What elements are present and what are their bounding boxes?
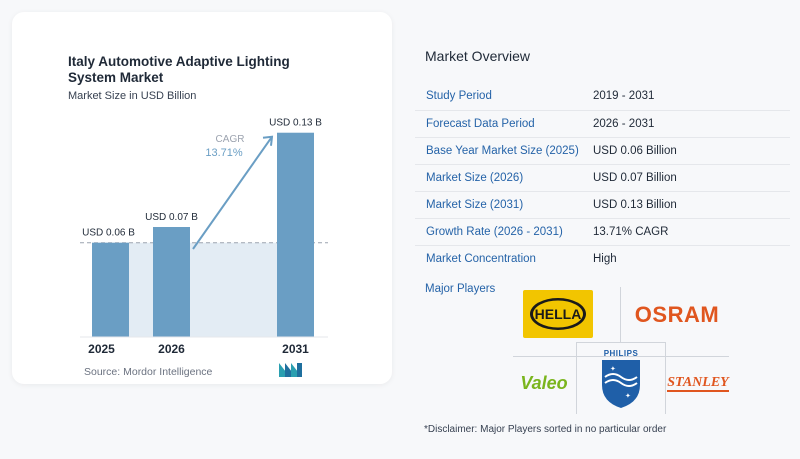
row-key: Market Concentration	[415, 244, 583, 272]
table-row: Market Concentration High	[415, 244, 790, 272]
row-key: Market Size (2026)	[415, 163, 583, 191]
market-overview-table: Study Period 2019 - 2031 Forecast Data Pe…	[415, 83, 790, 272]
chart-title: Italy Automotive Adaptive Lighting Syste…	[68, 54, 290, 85]
logo-divider	[576, 342, 577, 414]
bar-2031	[277, 132, 314, 337]
table-row: Market Size (2031) USD 0.13 Billion	[415, 190, 790, 218]
stanley-logo: STANLEY	[667, 370, 729, 396]
row-key: Market Size (2031)	[415, 190, 583, 218]
row-key: Base Year Market Size (2025)	[415, 136, 583, 164]
valeo-logo: Valeo	[512, 368, 576, 398]
cagr-value: 13.71%	[205, 147, 243, 159]
tick-label-2031: 2031	[282, 342, 309, 356]
table-row: Base Year Market Size (2025) USD 0.06 Bil…	[415, 136, 790, 164]
data-label-2026: USD 0.07 B	[145, 212, 198, 223]
logo-divider	[665, 342, 666, 414]
data-label-2031: USD 0.13 B	[269, 118, 322, 129]
philips-logo: PHILIPS ✦ ✦	[602, 349, 640, 408]
row-value: USD 0.06 Billion	[583, 136, 790, 164]
logo-divider	[620, 287, 621, 342]
row-value: 2026 - 2031	[583, 109, 790, 137]
logo-divider	[513, 356, 729, 357]
table-row: Forecast Data Period 2026 - 2031	[415, 109, 790, 137]
hella-logo-text: HELLA	[535, 306, 582, 322]
row-key: Study Period	[426, 90, 492, 103]
row-key: Forecast Data Period	[415, 109, 583, 137]
table-row: Growth Rate (2026 - 2031) 13.71% CAGR	[415, 217, 790, 245]
logo-divider	[576, 342, 666, 343]
row-value: USD 0.13 Billion	[583, 190, 790, 218]
cagr-arrowhead	[262, 135, 274, 146]
row-key: Growth Rate (2026 - 2031)	[415, 217, 583, 245]
mordor-intelligence-logo	[279, 363, 302, 377]
market-overview-title: Market Overview	[425, 48, 531, 64]
cagr-label: CAGR	[216, 134, 245, 145]
row-value: USD 0.07 Billion	[583, 163, 790, 191]
data-label-2025: USD 0.06 B	[82, 228, 135, 239]
valeo-logo-text: Valeo	[520, 372, 568, 393]
table-row: Market Size (2026) USD 0.07 Billion	[415, 163, 790, 191]
bar-2025	[92, 242, 129, 337]
chart-subtitle: Market Size in USD Billion	[68, 90, 197, 102]
table-row: Study Period 2019 - 2031	[415, 83, 790, 110]
philips-logo-text: PHILIPS	[604, 349, 639, 358]
cagr-arrow	[192, 136, 273, 250]
row-value: 13.71% CAGR	[583, 217, 790, 245]
row-value: High	[583, 244, 790, 272]
osram-logo-text: OSRAM	[634, 302, 720, 327]
row-value: 2019 - 2031	[593, 90, 655, 103]
svg-text:✦: ✦	[625, 392, 631, 400]
source-note: Source: Mordor Intelligence	[84, 366, 213, 378]
stanley-logo-text: STANLEY	[667, 374, 729, 392]
svg-text:✦: ✦	[610, 365, 616, 373]
tick-label-2026: 2026	[158, 342, 185, 356]
osram-logo: OSRAM	[624, 300, 730, 330]
hella-logo: HELLA	[523, 290, 593, 338]
bar-chart: USD 0.06 B 2025 USD 0.07 B 2026 USD 0.13 B 20…	[80, 118, 328, 356]
tick-label-2025: 2025	[88, 342, 115, 356]
disclaimer-note: *Disclaimer: Major Players sorted in no …	[424, 424, 667, 435]
bar-2026	[153, 227, 190, 337]
major-players-title: Major Players	[425, 283, 496, 295]
